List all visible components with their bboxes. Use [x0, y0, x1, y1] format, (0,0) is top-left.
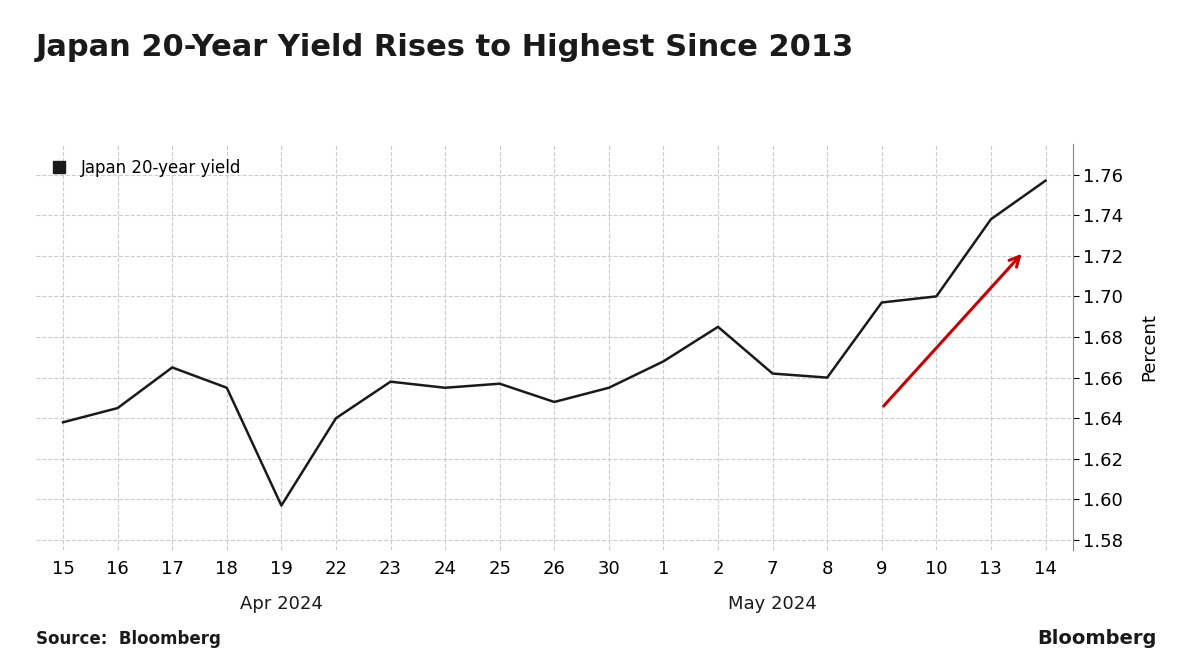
- Y-axis label: Percent: Percent: [1140, 313, 1157, 381]
- Text: Japan 20-Year Yield Rises to Highest Since 2013: Japan 20-Year Yield Rises to Highest Sin…: [36, 33, 853, 62]
- Text: Source:  Bloomberg: Source: Bloomberg: [36, 631, 221, 648]
- Text: May 2024: May 2024: [728, 595, 817, 612]
- Text: Apr 2024: Apr 2024: [240, 595, 323, 612]
- Legend: Japan 20-year yield: Japan 20-year yield: [44, 153, 248, 184]
- Text: Bloomberg: Bloomberg: [1037, 629, 1156, 648]
